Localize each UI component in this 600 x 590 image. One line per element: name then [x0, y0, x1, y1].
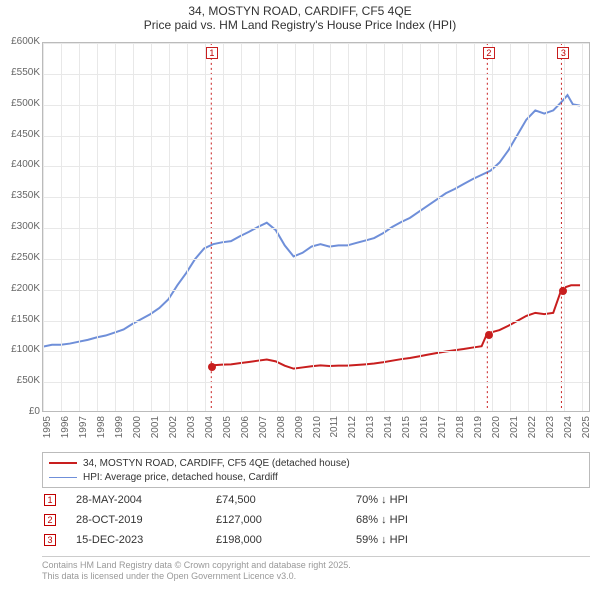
y-axis-tick: £50K	[0, 375, 40, 386]
y-axis-tick: £350K	[0, 190, 40, 201]
legend-item: 34, MOSTYN ROAD, CARDIFF, CF5 4QE (detac…	[49, 456, 583, 470]
transaction-pct: 70% ↓ HPI	[356, 494, 496, 506]
legend-swatch	[49, 477, 77, 478]
x-axis-tick: 2014	[383, 416, 394, 456]
x-axis-tick: 2002	[168, 416, 179, 456]
footer-line-1: Contains HM Land Registry data © Crown c…	[42, 560, 590, 571]
transaction-row: 1 28-MAY-2004£74,50070% ↓ HPI	[42, 490, 590, 510]
x-axis-tick: 1996	[60, 416, 71, 456]
y-axis-tick: £400K	[0, 159, 40, 170]
x-axis-tick: 2001	[150, 416, 161, 456]
transaction-dot	[208, 363, 216, 371]
x-axis-tick: 2019	[473, 416, 484, 456]
property-line	[211, 285, 580, 368]
x-axis-tick: 2016	[419, 416, 430, 456]
x-axis-tick: 2021	[509, 416, 520, 456]
x-axis-tick: 2024	[563, 416, 574, 456]
transaction-marker: 2	[483, 47, 495, 59]
transaction-dot	[559, 287, 567, 295]
x-axis-tick: 2006	[240, 416, 251, 456]
x-axis-tick: 2018	[455, 416, 466, 456]
x-axis-tick: 2009	[294, 416, 305, 456]
legend-item: HPI: Average price, detached house, Card…	[49, 470, 583, 484]
transaction-price: £74,500	[216, 494, 356, 506]
transaction-price: £198,000	[216, 534, 356, 546]
y-axis-tick: £500K	[0, 98, 40, 109]
transaction-marker: 3	[557, 47, 569, 59]
transaction-price: £127,000	[216, 514, 356, 526]
x-axis-tick: 2007	[258, 416, 269, 456]
transaction-row-marker: 2	[44, 514, 56, 526]
transaction-pct: 68% ↓ HPI	[356, 514, 496, 526]
x-axis-tick: 2025	[581, 416, 592, 456]
y-axis-tick: £150K	[0, 314, 40, 325]
transaction-date: 15-DEC-2023	[76, 534, 216, 546]
y-axis-tick: £200K	[0, 283, 40, 294]
y-axis-tick: £450K	[0, 129, 40, 140]
y-axis-tick: £100K	[0, 344, 40, 355]
footer-line-2: This data is licensed under the Open Gov…	[42, 571, 590, 582]
x-axis-tick: 2003	[186, 416, 197, 456]
transaction-marker: 1	[206, 47, 218, 59]
y-axis-tick: £600K	[0, 36, 40, 47]
x-axis-tick: 1999	[114, 416, 125, 456]
x-axis-tick: 2005	[222, 416, 233, 456]
title-line-2: Price paid vs. HM Land Registry's House …	[0, 18, 600, 32]
y-axis-tick: £0	[0, 406, 40, 417]
title-line-1: 34, MOSTYN ROAD, CARDIFF, CF5 4QE	[0, 4, 600, 18]
transaction-row: 2 28-OCT-2019£127,00068% ↓ HPI	[42, 510, 590, 530]
y-axis-tick: £300K	[0, 221, 40, 232]
transaction-date: 28-OCT-2019	[76, 514, 216, 526]
x-axis-tick: 2011	[329, 416, 340, 456]
transaction-date: 28-MAY-2004	[76, 494, 216, 506]
legend-swatch	[49, 462, 77, 464]
x-axis-tick: 1997	[78, 416, 89, 456]
x-axis-tick: 2008	[276, 416, 287, 456]
x-axis-tick: 1995	[42, 416, 53, 456]
legend-label: 34, MOSTYN ROAD, CARDIFF, CF5 4QE (detac…	[83, 458, 350, 469]
chart-title: 34, MOSTYN ROAD, CARDIFF, CF5 4QE Price …	[0, 0, 600, 34]
x-axis-tick: 2000	[132, 416, 143, 456]
transaction-table: 1 28-MAY-2004£74,50070% ↓ HPI 2 28-OCT-2019…	[42, 490, 590, 550]
chart-svg	[43, 43, 589, 411]
y-axis-tick: £250K	[0, 252, 40, 263]
y-axis-tick: £550K	[0, 67, 40, 78]
transaction-dot	[485, 331, 493, 339]
x-axis-tick: 2013	[365, 416, 376, 456]
x-axis-tick: 2020	[491, 416, 502, 456]
x-axis-tick: 2023	[545, 416, 556, 456]
footer-attribution: Contains HM Land Registry data © Crown c…	[42, 556, 590, 583]
legend: 34, MOSTYN ROAD, CARDIFF, CF5 4QE (detac…	[42, 452, 590, 488]
transaction-row-marker: 3	[44, 534, 56, 546]
transaction-row-marker: 1	[44, 494, 56, 506]
x-axis-tick: 1998	[96, 416, 107, 456]
x-axis-tick: 2004	[204, 416, 215, 456]
x-axis-tick: 2015	[401, 416, 412, 456]
legend-label: HPI: Average price, detached house, Card…	[83, 472, 278, 483]
x-axis-tick: 2017	[437, 416, 448, 456]
transaction-row: 3 15-DEC-2023£198,00059% ↓ HPI	[42, 530, 590, 550]
x-axis-tick: 2012	[347, 416, 358, 456]
transaction-pct: 59% ↓ HPI	[356, 534, 496, 546]
x-axis-tick: 2022	[527, 416, 538, 456]
chart-plot-area: 1 2 3	[42, 42, 590, 412]
x-axis-tick: 2010	[312, 416, 323, 456]
